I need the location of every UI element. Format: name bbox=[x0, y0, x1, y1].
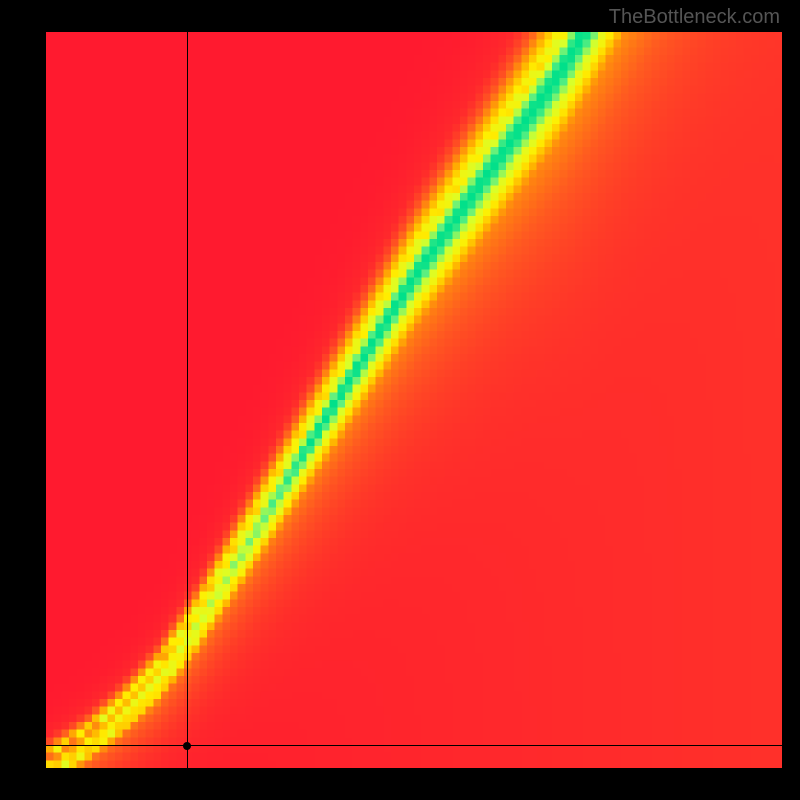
watermark-text: TheBottleneck.com bbox=[609, 6, 780, 29]
crosshair-marker bbox=[183, 742, 191, 750]
plot-area bbox=[46, 32, 782, 768]
heatmap-canvas bbox=[46, 32, 782, 768]
chart-container: TheBottleneck.com bbox=[0, 0, 800, 800]
crosshair-vertical bbox=[187, 32, 188, 768]
crosshair-horizontal bbox=[46, 745, 782, 746]
